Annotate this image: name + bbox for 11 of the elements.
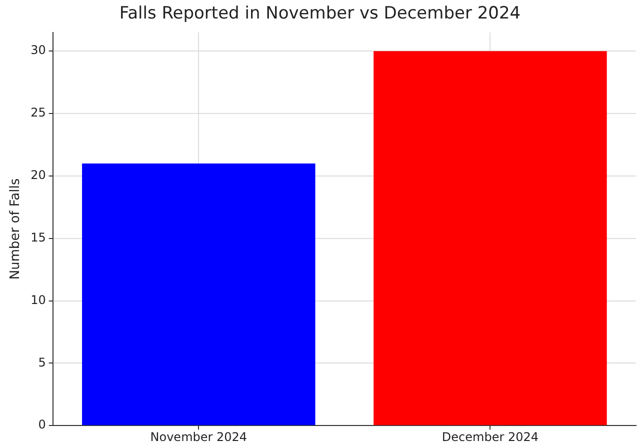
y-tick-label: 5 — [38, 355, 46, 370]
y-tick-label: 20 — [30, 168, 46, 182]
y-tick-label: 25 — [30, 106, 46, 120]
chart-title: Falls Reported in November vs December 2024 — [119, 4, 521, 24]
x-tick-label: December 2024 — [442, 430, 539, 444]
x-tick-label: November 2024 — [150, 430, 248, 444]
y-tick-label: 0 — [38, 418, 46, 432]
y-tick-label: 15 — [30, 230, 46, 244]
y-tick-label: 10 — [30, 292, 46, 307]
y-axis-title: Number of Falls — [8, 178, 24, 280]
y-tick-label: 30 — [30, 43, 46, 58]
